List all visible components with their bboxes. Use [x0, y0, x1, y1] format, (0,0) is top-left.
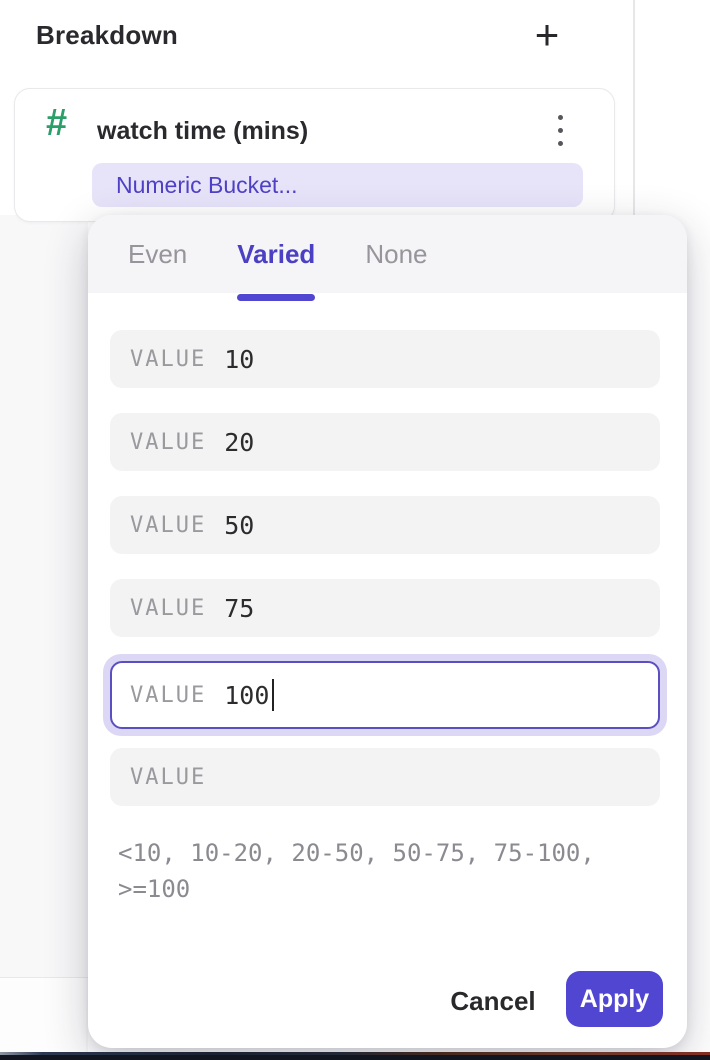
tab-even[interactable]: Even [128, 238, 188, 269]
add-breakdown-button[interactable]: + [525, 13, 569, 57]
value-label: VALUE [130, 595, 207, 621]
cancel-button[interactable]: Cancel [443, 983, 543, 1019]
property-name: watch time (mins) [97, 117, 309, 145]
focused-value-ring: VALUE 100 [103, 654, 667, 736]
value-input[interactable]: 10 [224, 344, 255, 374]
bucket-preview-text: <10, 10-20, 20-50, 50-75, 75-100, >=100 [118, 835, 658, 907]
section-title: Breakdown [36, 20, 178, 50]
bucket-preview-line2: >=100 [118, 875, 191, 903]
panel-divider [633, 0, 635, 215]
value-label: VALUE [130, 512, 207, 538]
value-input[interactable]: 75 [224, 593, 255, 623]
value-input-row[interactable]: VALUE 20 [110, 413, 660, 471]
page-background [0, 215, 88, 1052]
kebab-menu-icon[interactable] [554, 115, 566, 154]
value-input-row-focused[interactable]: VALUE 100 [110, 661, 660, 729]
background-chart-edge [0, 1052, 710, 1060]
value-input-row-empty[interactable]: VALUE [110, 748, 660, 806]
background-card [0, 978, 86, 1052]
bucket-preview-line1: <10, 10-20, 20-50, 50-75, 75-100, [118, 839, 595, 867]
breakdown-property-card: # watch time (mins) Numeric Bucket... [14, 88, 615, 222]
background-card-edge [0, 977, 88, 978]
value-input-row[interactable]: VALUE 75 [110, 579, 660, 637]
bucket-mode-tabs: Even Varied None [88, 215, 687, 301]
numeric-bucket-popup: Even Varied None VALUE 10 VALUE 20 VALUE… [88, 215, 687, 1048]
value-label: VALUE [130, 764, 207, 790]
value-input-row[interactable]: VALUE 50 [110, 496, 660, 554]
value-input[interactable]: 100 [224, 680, 270, 710]
value-input-row[interactable]: VALUE 10 [110, 330, 660, 388]
value-input[interactable]: 50 [224, 510, 255, 540]
numeric-property-icon: # [46, 102, 68, 144]
tab-varied[interactable]: Varied [237, 215, 316, 301]
value-label: VALUE [130, 682, 207, 708]
apply-button[interactable]: Apply [566, 971, 663, 1027]
value-label: VALUE [130, 346, 207, 372]
value-label: VALUE [130, 429, 207, 455]
tab-none[interactable]: None [365, 238, 428, 269]
numeric-bucket-selector[interactable]: Numeric Bucket... [92, 163, 583, 207]
value-input[interactable]: 20 [224, 427, 255, 457]
text-cursor [272, 679, 275, 711]
